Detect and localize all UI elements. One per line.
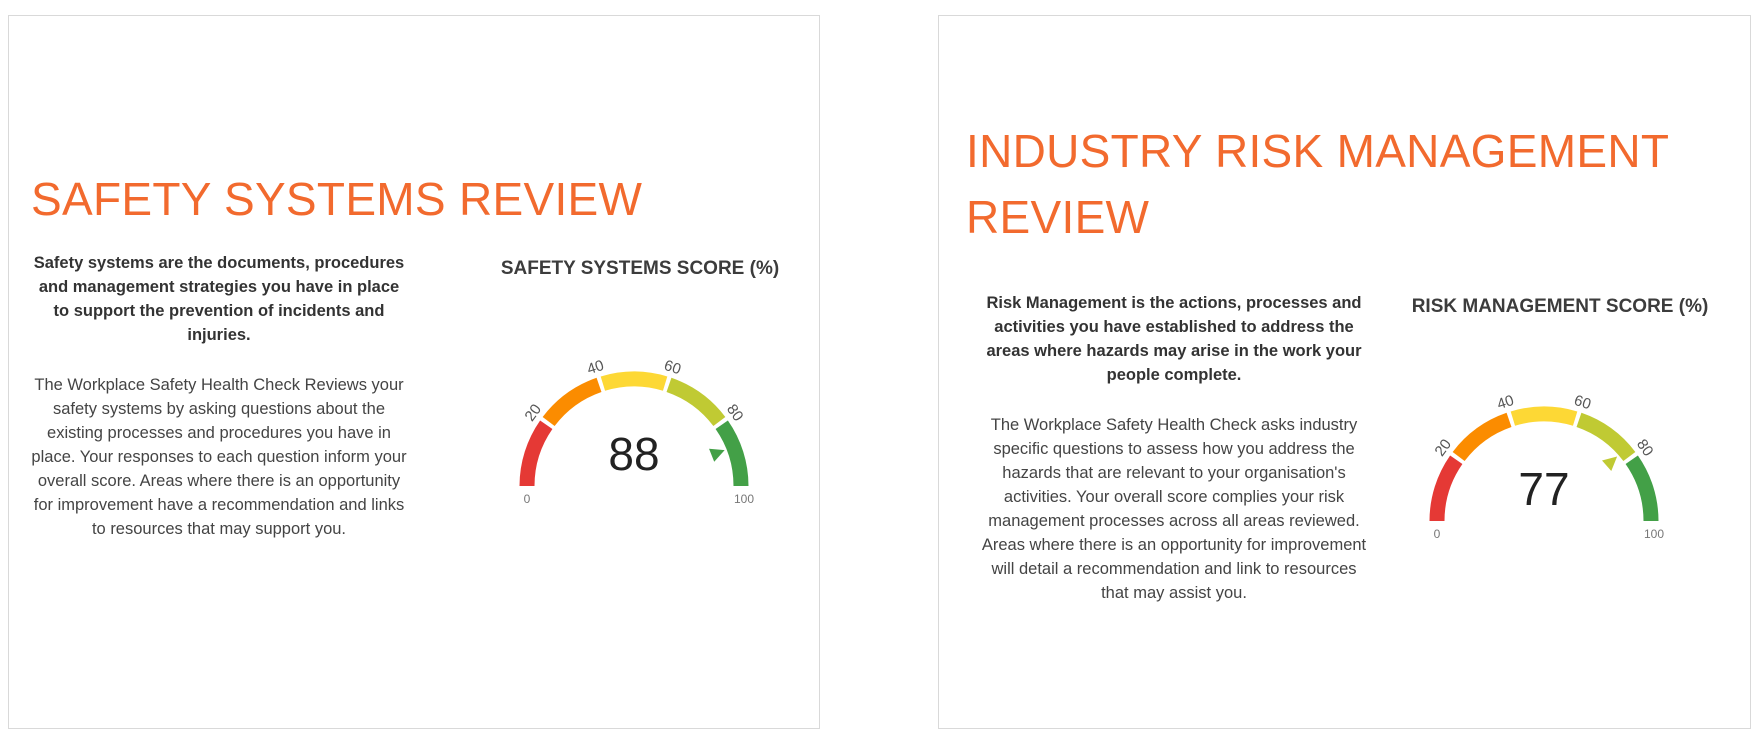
gauge-tick-label: 40: [1495, 392, 1516, 413]
score-gauge: 20 40 60 80 0 100 77: [1429, 392, 1664, 541]
safety-systems-panel: SAFETY SYSTEMS REVIEW Safety systems are…: [8, 15, 820, 729]
description-lead: Safety systems are the documents, proced…: [33, 254, 405, 344]
risk-management-panel: INDUSTRY RISK MANAGEMENT REVIEW Risk Man…: [938, 15, 1751, 729]
gauge-tick-label: 80: [1633, 436, 1657, 459]
gauge-band: [542, 377, 602, 427]
panel-heading: INDUSTRY RISK MANAGEMENT REVIEW: [966, 125, 1669, 243]
panel-description: Safety systems are the documents, proced…: [31, 251, 407, 541]
gauge-tick-label: 20: [1431, 436, 1455, 459]
gauge-value: 88: [608, 428, 659, 480]
gauge-tick-label: 40: [585, 357, 606, 378]
gauge-min-label: 0: [1434, 527, 1441, 541]
gauge-title: SAFETY SYSTEMS SCORE (%): [500, 258, 780, 279]
gauge-tick-label: 80: [723, 401, 747, 424]
gauge-band: [666, 377, 726, 427]
gauge-tick-label: 60: [1572, 392, 1593, 413]
gauge-band: [1429, 455, 1463, 522]
gauge-band: [1625, 455, 1659, 522]
gauge-title: RISK MANAGEMENT SCORE (%): [1411, 296, 1709, 317]
description-body: The Workplace Safety Health Check Review…: [31, 376, 407, 538]
gauge-band: [715, 420, 749, 487]
gauge-pointer: [709, 448, 725, 462]
gauge-band: [1452, 412, 1512, 462]
gauge-min-label: 0: [524, 492, 531, 506]
gauge-band: [519, 420, 553, 487]
description-lead: Risk Management is the actions, processe…: [986, 294, 1362, 384]
panel-heading: SAFETY SYSTEMS REVIEW: [31, 173, 643, 225]
gauge-value: 77: [1518, 463, 1569, 515]
gauge-max-label: 100: [1644, 527, 1664, 541]
gauge-band: [1510, 406, 1578, 426]
score-gauge: 20 40 60 80 0 100 88: [519, 357, 754, 506]
gauge-pointer: [1602, 456, 1618, 472]
gauge-max-label: 100: [734, 492, 754, 506]
gauge-band: [600, 371, 668, 391]
gauge-tick-label: 20: [521, 401, 545, 424]
description-body: The Workplace Safety Health Check asks i…: [981, 416, 1367, 602]
panel-description: Risk Management is the actions, processe…: [979, 291, 1369, 605]
gauge-band: [1576, 412, 1636, 462]
gauge-tick-label: 60: [662, 357, 683, 378]
